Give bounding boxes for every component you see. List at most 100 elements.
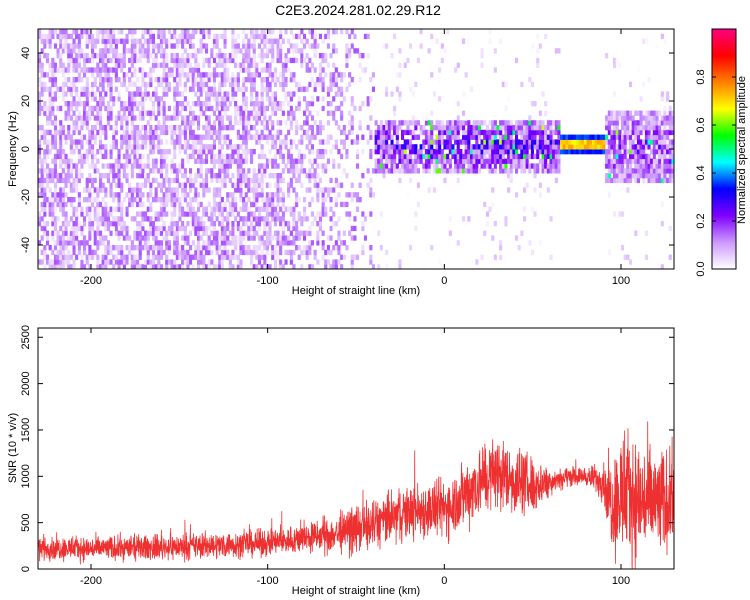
spectrogram-cell — [525, 139, 529, 145]
spectrogram-cell — [607, 249, 611, 256]
spectrogram-cell — [395, 163, 399, 169]
spectrogram-cell — [475, 158, 479, 164]
spectrogram-cell — [652, 115, 656, 121]
spectrogram-cell — [475, 129, 479, 136]
spectrogram-cell — [242, 134, 246, 140]
spectrogram-cell — [77, 43, 81, 49]
spectrogram-cell — [165, 240, 169, 246]
spectrogram-cell — [252, 53, 256, 59]
spectrogram-cell — [236, 168, 240, 174]
spectrogram-cell — [212, 153, 216, 160]
spectrogram-cell — [639, 129, 643, 136]
spectrogram-cell — [337, 86, 341, 92]
spectrogram-cell — [91, 221, 95, 227]
spectrogram-cell — [342, 254, 346, 260]
spectrogram-cell — [313, 254, 317, 260]
spectrogram-cell — [128, 81, 132, 88]
spectrogram-cell — [223, 38, 227, 44]
spectrogram-cell — [255, 91, 259, 97]
spectrogram-cell — [647, 120, 651, 126]
spectrogram-cell — [53, 158, 57, 164]
spectrogram-cell — [568, 149, 572, 155]
spectrogram-cell — [374, 134, 378, 140]
spectrogram-cell — [340, 264, 344, 269]
spectrogram-cell — [122, 48, 126, 54]
spectrogram-cell — [250, 101, 254, 107]
spectrogram-cell — [93, 163, 97, 169]
spectrogram-cell — [242, 62, 246, 68]
spectrogram-cell — [326, 62, 330, 68]
spectrogram-cell — [101, 144, 105, 150]
spectrogram-cell — [337, 245, 341, 251]
spectrogram-cell — [440, 153, 444, 160]
spectrogram-cell — [186, 38, 190, 44]
spectrogram-cell — [443, 139, 447, 145]
spectrogram-cell — [538, 144, 542, 150]
spectrogram-cell — [220, 264, 224, 269]
spectrogram-cell — [472, 120, 476, 126]
spectrogram-cell — [228, 57, 232, 64]
spectrogram-cell — [557, 163, 561, 169]
spectrogram-cell — [581, 149, 585, 155]
spectrogram-cell — [207, 62, 211, 68]
spectrogram-cell — [398, 264, 402, 269]
spectrogram-cell — [64, 173, 68, 179]
spectrogram-cell — [215, 101, 219, 107]
spectrogram-cell — [101, 173, 105, 179]
spectrogram-cell — [414, 211, 418, 217]
spectrogram-cell — [583, 144, 587, 150]
x-tick-label: 0 — [441, 275, 447, 287]
spectrogram-cell — [183, 259, 187, 265]
spectrogram-cell — [202, 101, 206, 107]
spectrogram-cell — [459, 120, 463, 126]
spectrogram-cell — [472, 144, 476, 150]
spectrogram-cell — [149, 110, 153, 116]
spectrogram-cell — [326, 259, 330, 265]
spectrogram-cell — [144, 53, 148, 59]
spectrogram-cell — [40, 72, 44, 78]
spectrogram-cell — [234, 115, 238, 121]
spectrogram-cell — [112, 197, 116, 203]
spectrogram-cell — [517, 153, 521, 160]
spectrogram-cell — [485, 139, 489, 145]
spectrogram-cell — [308, 43, 312, 49]
spectrogram-cell — [345, 62, 349, 68]
spectrogram-cell — [101, 129, 105, 136]
spectrogram-cell — [504, 144, 508, 150]
spectrogram-cell — [242, 67, 246, 73]
spectrogram-cell — [443, 48, 447, 54]
spectrogram-cell — [485, 163, 489, 169]
spectrogram-cell — [159, 105, 163, 112]
spectrogram-cell — [411, 163, 415, 169]
spectrogram-cell — [114, 139, 118, 145]
spectrogram-cell — [668, 105, 672, 112]
spectrogram-cell — [358, 182, 362, 188]
spectrogram-cell — [385, 86, 389, 92]
spectrogram-cell — [252, 57, 256, 64]
spectrogram-cell — [91, 125, 95, 131]
spectrogram-cell — [289, 96, 293, 102]
spectrogram-cell — [64, 33, 68, 40]
spectrogram-cell — [340, 129, 344, 136]
spectrogram-cell — [40, 182, 44, 188]
spectrogram-cell — [236, 62, 240, 68]
spectrogram-cell — [446, 120, 450, 126]
spectrogram-cell — [56, 177, 60, 184]
spectrogram-cell — [289, 115, 293, 121]
spectrogram-cell — [141, 225, 145, 232]
spectrogram-cell — [117, 110, 121, 116]
spectrogram-cell — [170, 115, 174, 121]
x-tick-label: -100 — [257, 275, 279, 287]
spectrogram-cell — [144, 129, 148, 136]
spectrogram-cell — [136, 173, 140, 179]
spectrogram-cell — [138, 110, 142, 116]
spectrogram-cell — [658, 158, 662, 164]
spectrogram-cell — [130, 48, 134, 54]
spectrogram-cell — [205, 134, 209, 140]
spectrogram-cell — [348, 33, 352, 40]
spectrogram-cell — [83, 216, 87, 222]
y-tick-label: 2500 — [20, 325, 32, 349]
spectrogram-cell — [554, 153, 558, 160]
spectrogram-cell — [101, 96, 105, 102]
spectrogram-cell — [636, 144, 640, 150]
